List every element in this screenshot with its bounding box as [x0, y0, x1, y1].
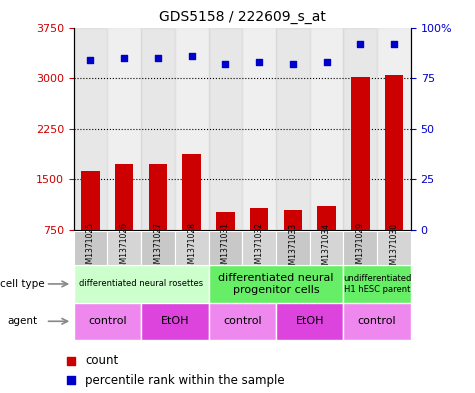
Text: percentile rank within the sample: percentile rank within the sample: [85, 374, 285, 387]
Bar: [317, 206, 336, 230]
Point: [154, 55, 162, 61]
Text: GSM1371034: GSM1371034: [322, 222, 331, 274]
Bar: [343, 28, 377, 230]
Point: [121, 55, 128, 61]
Bar: [182, 154, 201, 230]
Text: control: control: [88, 316, 127, 326]
Bar: [276, 28, 310, 230]
Text: differentiated neural
progenitor cells: differentiated neural progenitor cells: [218, 273, 334, 295]
Text: control: control: [358, 316, 397, 326]
Point: [67, 377, 75, 384]
Bar: [115, 164, 133, 230]
Point: [86, 57, 94, 63]
Point: [221, 61, 229, 67]
Bar: [209, 231, 242, 265]
Text: GSM1371031: GSM1371031: [221, 222, 230, 274]
Bar: [310, 28, 343, 230]
Point: [356, 40, 364, 47]
Text: GSM1371027: GSM1371027: [153, 222, 162, 274]
Text: GSM1371029: GSM1371029: [356, 222, 365, 274]
Text: differentiated neural rosettes: differentiated neural rosettes: [79, 279, 203, 288]
Bar: [385, 75, 403, 230]
Bar: [284, 210, 302, 230]
Bar: [351, 77, 370, 230]
Bar: [209, 28, 242, 230]
Bar: [209, 265, 343, 303]
Bar: [242, 28, 276, 230]
Bar: [81, 171, 100, 230]
Title: GDS5158 / 222609_s_at: GDS5158 / 222609_s_at: [159, 10, 326, 24]
Point: [256, 59, 263, 65]
Bar: [377, 28, 411, 230]
Bar: [250, 208, 268, 230]
Bar: [343, 265, 411, 303]
Bar: [74, 28, 107, 230]
Bar: [310, 231, 343, 265]
Bar: [74, 265, 209, 303]
Text: GSM1371025: GSM1371025: [86, 222, 95, 274]
Bar: [175, 28, 209, 230]
Text: control: control: [223, 316, 262, 326]
Bar: [216, 212, 235, 230]
Text: agent: agent: [7, 316, 37, 326]
Bar: [343, 303, 411, 340]
Bar: [276, 303, 343, 340]
Bar: [343, 231, 377, 265]
Point: [323, 59, 331, 65]
Point: [390, 40, 398, 47]
Text: GSM1371028: GSM1371028: [187, 222, 196, 274]
Bar: [141, 28, 175, 230]
Point: [289, 61, 296, 67]
Point: [67, 358, 75, 364]
Bar: [175, 231, 209, 265]
Bar: [276, 231, 310, 265]
Bar: [242, 231, 276, 265]
Bar: [149, 164, 167, 230]
Bar: [209, 303, 276, 340]
Text: GSM1371032: GSM1371032: [255, 222, 264, 274]
Text: GSM1371026: GSM1371026: [120, 222, 129, 274]
Bar: [107, 231, 141, 265]
Text: GSM1371033: GSM1371033: [288, 222, 297, 274]
Bar: [107, 28, 141, 230]
Bar: [377, 231, 411, 265]
Bar: [141, 231, 175, 265]
Text: GSM1371030: GSM1371030: [390, 222, 399, 274]
Text: count: count: [85, 354, 118, 367]
Text: EtOH: EtOH: [295, 316, 324, 326]
Text: undifferentiated
H1 hESC parent: undifferentiated H1 hESC parent: [343, 274, 411, 294]
Text: EtOH: EtOH: [161, 316, 189, 326]
Bar: [74, 231, 107, 265]
Bar: [74, 303, 141, 340]
Bar: [141, 303, 209, 340]
Text: cell type: cell type: [0, 279, 44, 289]
Point: [188, 53, 196, 59]
